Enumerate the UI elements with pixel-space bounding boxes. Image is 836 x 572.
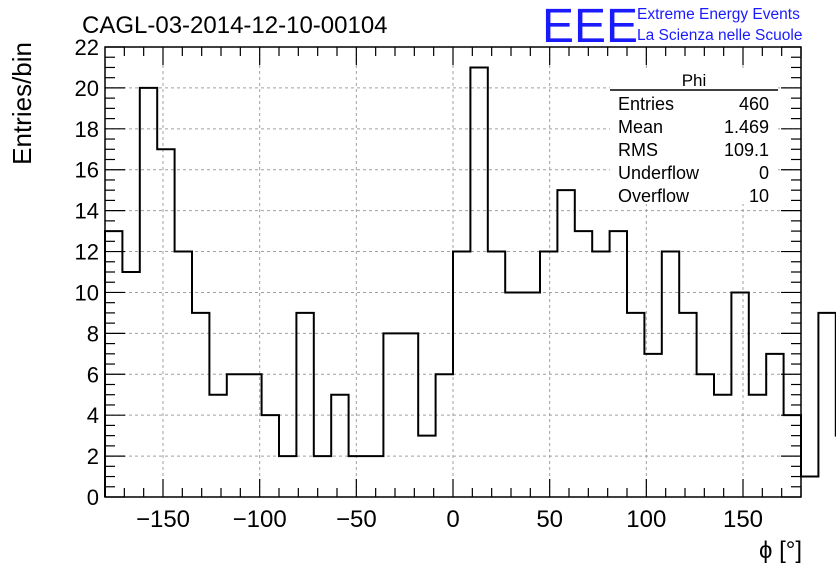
y-tick-label: 20 (75, 76, 99, 101)
y-tick-label: 0 (87, 485, 99, 510)
stats-rows: Entries 460 Mean 1.469 RMS 109.1 Underflow 0 Ove… (618, 94, 769, 206)
x-tick-label: 100 (626, 506, 666, 533)
x-tick-label: −50 (336, 506, 377, 533)
x-tick-label: 0 (446, 506, 459, 533)
axis-ticks (105, 46, 802, 498)
y-tick-label: 14 (75, 199, 99, 224)
y-axis-label: Entries/bin (7, 42, 37, 165)
y-tick-label: 2 (87, 444, 99, 469)
stats-row-value: 109.1 (724, 140, 769, 160)
stats-row-value: 1.469 (724, 117, 769, 137)
x-tick-label: −150 (136, 506, 190, 533)
stats-row-value: 0 (759, 163, 769, 183)
y-tick-label: 6 (87, 362, 99, 387)
eee-logo: EEE (542, 0, 638, 53)
x-tick-label: 150 (723, 506, 763, 533)
x-axis-label: ϕ [°] (759, 537, 802, 564)
y-tick-label: 22 (75, 35, 99, 60)
x-tick-label: 50 (536, 506, 563, 533)
y-tick-label: 12 (75, 240, 99, 265)
y-tick-label: 16 (75, 158, 99, 183)
y-tick-label: 4 (87, 403, 99, 428)
stats-row-label: Entries (618, 94, 674, 114)
x-tick-labels: −150 −100 −50 0 50 100 150 (136, 506, 763, 533)
org-name-line2: La Scienza nelle Scuole (637, 27, 802, 44)
stats-row-value: 460 (739, 94, 769, 114)
stats-row-label: Overflow (618, 186, 690, 206)
stats-row-label: RMS (618, 140, 658, 160)
stats-row-label: Mean (618, 117, 663, 137)
y-tick-label: 18 (75, 117, 99, 142)
org-name-line1: Extreme Energy Events (637, 6, 800, 23)
y-tick-label: 10 (75, 280, 99, 305)
stats-name: Phi (682, 71, 707, 90)
y-tick-labels: 0 2 4 6 8 10 12 14 16 18 20 22 (75, 35, 99, 510)
stats-row-label: Underflow (618, 163, 700, 183)
stats-row-value: 10 (749, 186, 769, 206)
stats-box-background (610, 70, 778, 204)
stats-box: Phi Entries 460 Mean 1.469 RMS 109.1 Underflow… (610, 70, 778, 206)
chart-title: CAGL-03-2014-12-10-00104 (82, 12, 388, 39)
x-tick-label: −100 (233, 506, 287, 533)
y-tick-label: 8 (87, 321, 99, 346)
